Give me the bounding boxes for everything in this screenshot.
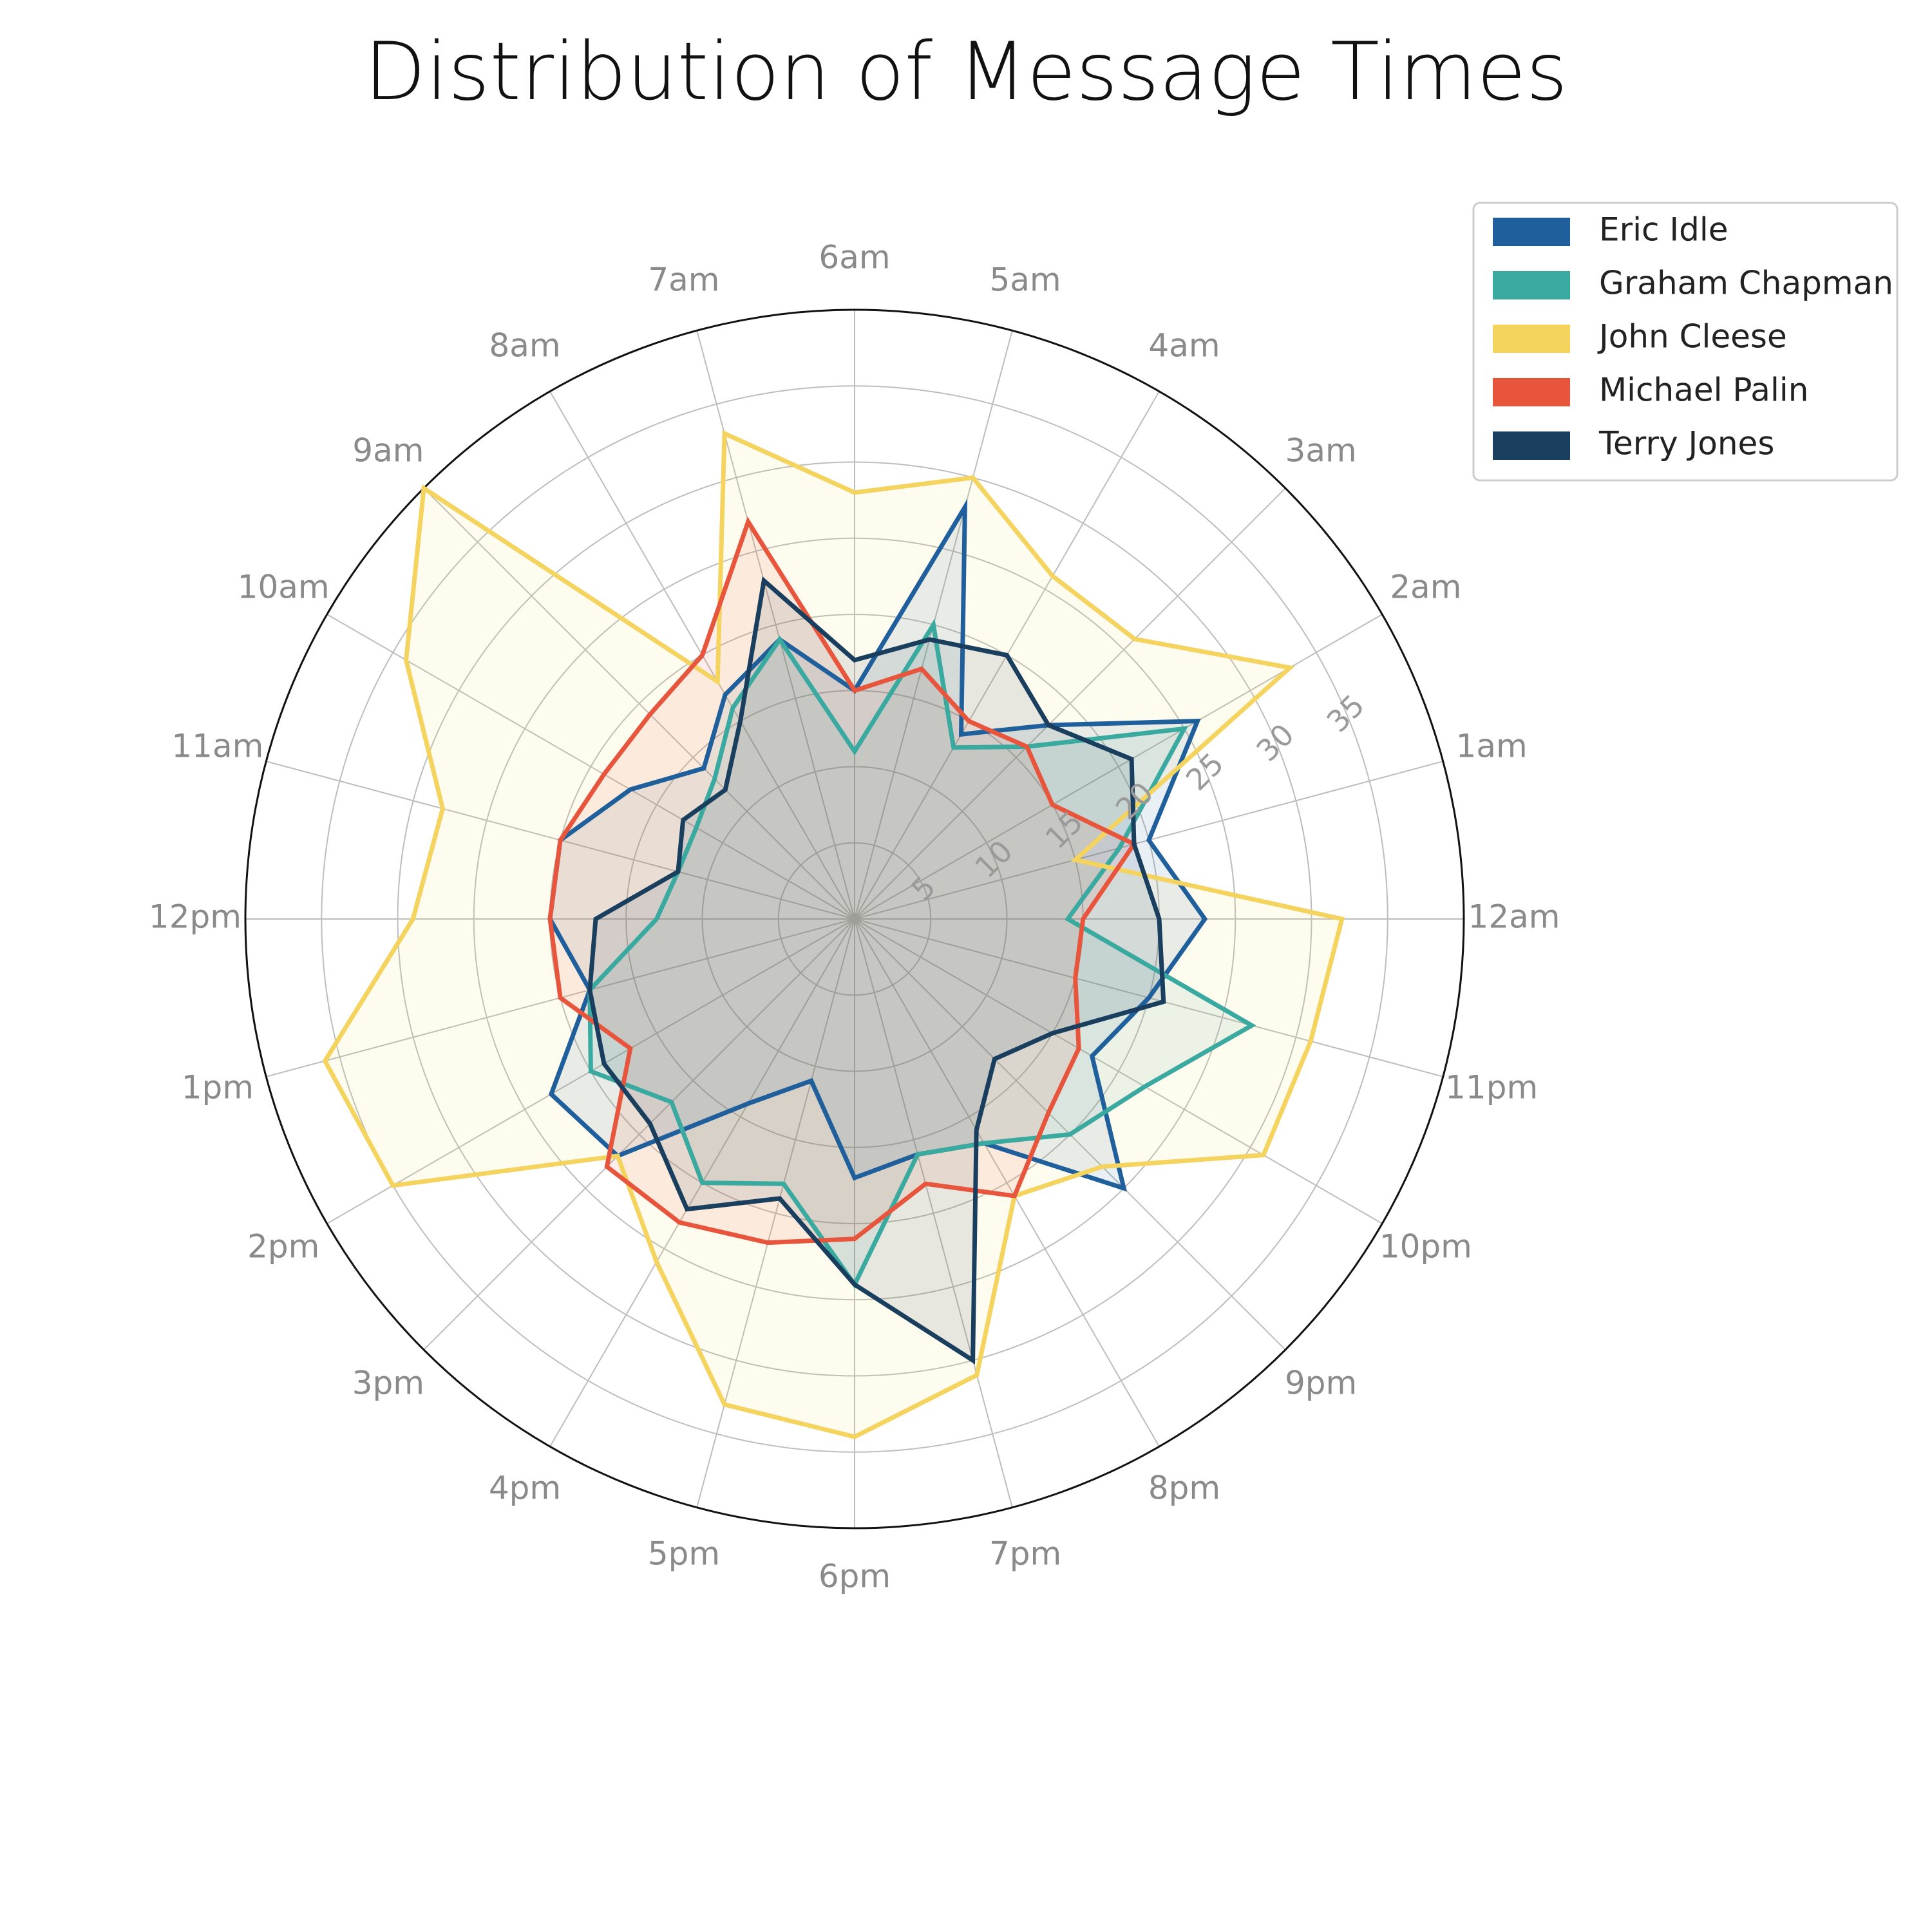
grid-spoke: [696, 918, 855, 1508]
series-fill-0: [550, 507, 1205, 1189]
angle-tick-label: 10pm: [1379, 1228, 1472, 1265]
series-line-1: [587, 618, 1256, 1289]
angle-tick-label: 9pm: [1285, 1365, 1357, 1402]
angle-tick-label: 10am: [238, 568, 330, 605]
series-fill-3: [550, 522, 1134, 1243]
angle-tick-label: 7pm: [989, 1535, 1061, 1573]
angle-tick-label: 8am: [489, 327, 560, 365]
angle-tick-label: 5pm: [648, 1535, 720, 1573]
legend-swatch-3: [1493, 378, 1570, 406]
grid-spoke: [854, 614, 1383, 920]
series-fills: [325, 433, 1342, 1437]
angle-tick-label: 1pm: [182, 1069, 254, 1106]
angle-tick-label: 6am: [819, 238, 890, 276]
series-fill-1: [589, 625, 1252, 1285]
grid-spoke: [854, 918, 1160, 1447]
legend: Eric Idle Graham Chapman John Cleese Michae…: [1472, 202, 1899, 482]
legend-label-0: Eric Idle: [1599, 211, 1728, 249]
outer-frame: [244, 308, 1465, 1530]
legend-label-2: John Cleese: [1597, 318, 1787, 355]
legend-label-4: Terry Jones: [1598, 425, 1774, 462]
angle-tick-label: 2am: [1390, 568, 1461, 605]
radial-tick-label: 30: [1249, 717, 1301, 768]
grid-spoke: [423, 488, 855, 920]
legend-label-3: Michael Palin: [1599, 372, 1808, 409]
angle-tick-label: 1am: [1456, 727, 1528, 764]
series-fill-4: [589, 580, 1164, 1361]
angle-tick-label: 12pm: [149, 898, 242, 936]
angular-tick-labels: 12am 1am 2am 3am 4am 5am 6am 7am 8am 9am 10am 11am 1…: [149, 238, 1560, 1595]
angle-tick-label: 4am: [1148, 327, 1220, 365]
grid-spoke: [854, 488, 1286, 920]
grid-spoke: [854, 918, 1383, 1224]
legend-label-1: Graham Chapman: [1599, 265, 1893, 302]
angle-tick-label: 3am: [1285, 431, 1357, 469]
legend-swatch-2: [1493, 325, 1570, 353]
angle-tick-label: 11am: [171, 727, 263, 764]
angle-tick-label: 12am: [1468, 898, 1560, 936]
chart-title: Distribution of Message Times: [365, 26, 1567, 118]
angle-tick-label: 2pm: [247, 1228, 319, 1265]
angle-tick-label: 9am: [352, 431, 424, 469]
angle-tick-label: 11pm: [1445, 1069, 1538, 1106]
grid-spoke: [696, 330, 855, 920]
angle-tick-label: 3pm: [352, 1365, 424, 1402]
angle-tick-label: 8pm: [1148, 1469, 1220, 1506]
radial-tick-label: 35: [1320, 688, 1371, 739]
angle-tick-label: 7am: [648, 261, 719, 298]
series-line-3: [547, 516, 1138, 1245]
legend-frame: [1472, 202, 1899, 482]
grid-spoke: [423, 918, 855, 1350]
legend-swatch-1: [1493, 271, 1570, 299]
legend-swatch-0: [1493, 218, 1570, 246]
legend-swatch-4: [1493, 431, 1570, 460]
angle-tick-label: 5am: [989, 261, 1061, 298]
angle-tick-label: 4pm: [489, 1469, 561, 1506]
series-line-4: [587, 576, 1166, 1365]
grid-spoke: [854, 918, 1013, 1508]
angle-tick-label: 6pm: [819, 1558, 891, 1595]
series-lines: [322, 430, 1345, 1439]
grid-spoke: [327, 614, 855, 920]
series-fill-2: [325, 433, 1342, 1437]
legend-items: Eric Idle Graham Chapman John Cleese Michae…: [1493, 211, 1893, 462]
